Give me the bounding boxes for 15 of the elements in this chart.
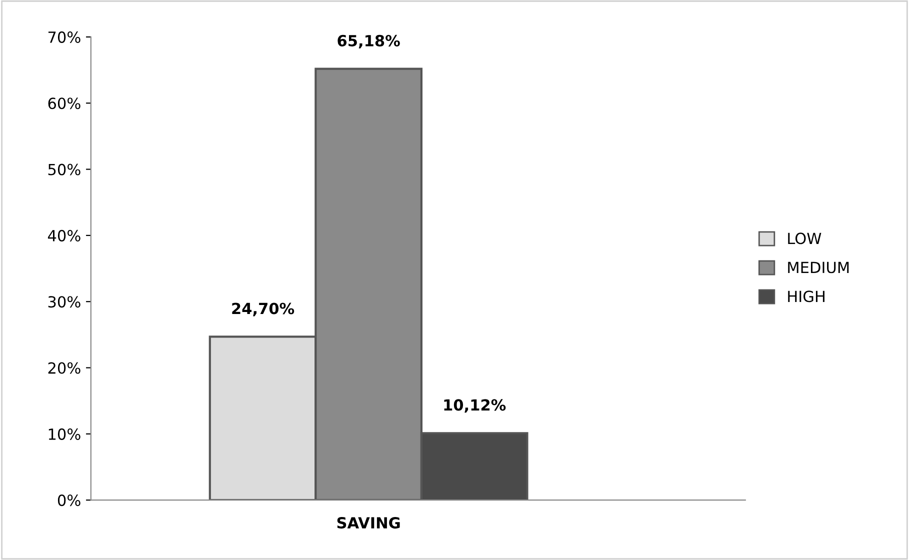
- legend-label: MEDIUM: [788, 262, 849, 274]
- y-tick-label: 70%: [48, 31, 80, 43]
- y-tick-label: 10%: [48, 428, 80, 440]
- legend-label: HIGH: [788, 290, 824, 302]
- y-tick-label: 30%: [48, 296, 80, 308]
- y-tick-label: 60%: [48, 98, 80, 110]
- y-tick-label: 0%: [58, 494, 80, 506]
- data-label: 65,18%: [338, 34, 400, 48]
- x-tick-label: SAVING: [337, 517, 400, 529]
- y-tick-label: 40%: [48, 230, 80, 242]
- data-label: 10,12%: [444, 399, 506, 413]
- legend-label: LOW: [788, 232, 822, 244]
- y-tick-label: 20%: [48, 362, 80, 374]
- data-label: 24,70%: [232, 302, 294, 316]
- y-tick-label: 50%: [48, 164, 80, 176]
